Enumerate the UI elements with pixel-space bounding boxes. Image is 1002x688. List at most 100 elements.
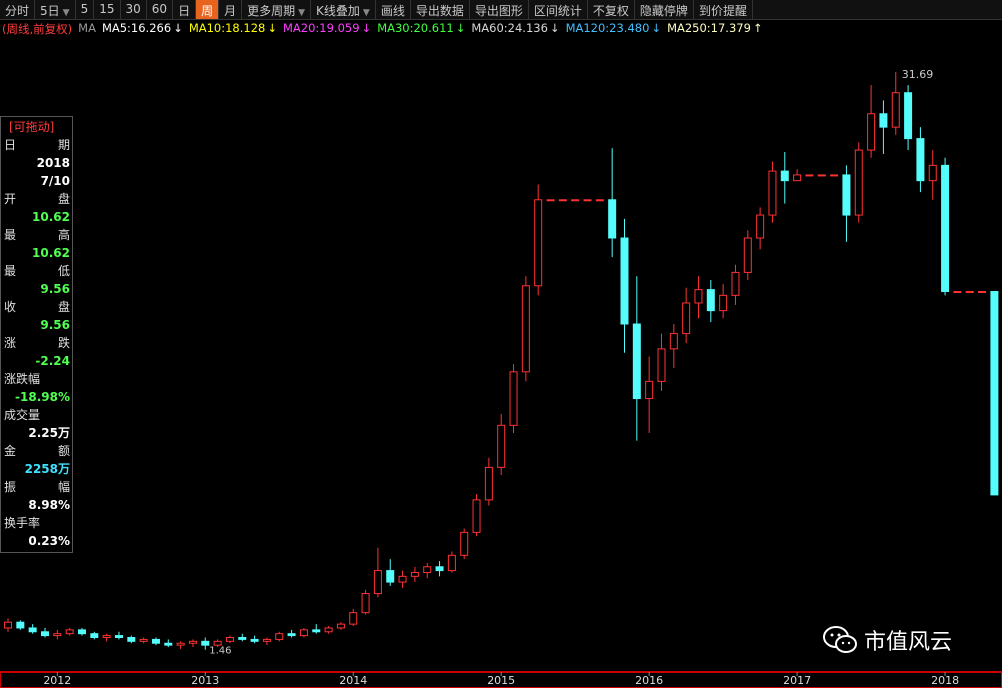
toolbar-item[interactable]: 到价提醒 bbox=[694, 0, 753, 19]
toolbar-item[interactable]: 5日 ▼ bbox=[35, 0, 76, 19]
toolbar-label: 30 bbox=[125, 2, 141, 16]
toolbar-label: 更多周期 bbox=[247, 4, 296, 18]
toolbar-item[interactable]: 30 bbox=[121, 0, 147, 19]
candle-body bbox=[879, 113, 888, 128]
toolbar-item[interactable]: 不复权 bbox=[588, 0, 635, 19]
candle-body bbox=[65, 629, 74, 635]
x-tick-label: 2014 bbox=[339, 674, 367, 687]
candle-body bbox=[201, 640, 210, 646]
candle-body bbox=[386, 570, 395, 583]
candle-body bbox=[53, 633, 62, 637]
ma-trend: ↑ bbox=[752, 21, 763, 35]
toolbar-label: 15 bbox=[99, 2, 115, 16]
candle-body bbox=[990, 291, 999, 496]
toolbar-item[interactable]: 月 bbox=[219, 0, 243, 19]
toolbar-item[interactable]: 15 bbox=[94, 0, 121, 19]
toolbar-item[interactable]: 周 bbox=[196, 0, 220, 19]
toolbar-label: 到价提醒 bbox=[698, 4, 747, 18]
toolbar-item[interactable]: 分时 bbox=[0, 0, 36, 19]
candle-body bbox=[583, 199, 592, 202]
candle-body bbox=[546, 199, 555, 202]
ma-item: MA250:17.379 ↑ bbox=[667, 21, 763, 37]
watermark-text: 市值风云 bbox=[864, 630, 953, 655]
candle-body bbox=[867, 113, 876, 151]
candle-body bbox=[472, 499, 481, 533]
x-tick-label: 2012 bbox=[43, 674, 71, 687]
candle-body bbox=[28, 627, 37, 633]
toolbar-item[interactable]: 区间统计 bbox=[529, 0, 588, 19]
candle-body bbox=[657, 348, 666, 382]
ma-trend: ↓ bbox=[549, 21, 560, 35]
candle-body bbox=[731, 271, 740, 296]
candle-body bbox=[521, 285, 530, 373]
candle-body bbox=[509, 371, 518, 426]
dropdown-arrow: ▼ bbox=[62, 8, 70, 18]
panel-value: 2258万 bbox=[24, 462, 70, 476]
panel-value: -18.98% bbox=[15, 390, 70, 404]
candle-body bbox=[410, 572, 419, 577]
candle-body bbox=[250, 638, 259, 642]
ma-legend: (周线,前复权) MA MA5:16.266 ↓ MA10:18.128 ↓ MA20:… bbox=[2, 21, 763, 37]
toolbar-item[interactable]: 5 bbox=[76, 0, 95, 19]
toolbar-label: 画线 bbox=[380, 4, 405, 18]
toolbar-item[interactable]: 60 bbox=[147, 0, 174, 19]
panel-value: 10.62 bbox=[32, 246, 70, 260]
panel-label: 开 盘 bbox=[4, 192, 70, 206]
candle-body bbox=[632, 323, 641, 400]
panel-value: 8.98% bbox=[28, 498, 70, 512]
toolbar-label: 日 bbox=[178, 4, 191, 18]
toolbar-item[interactable]: 隐藏停牌 bbox=[635, 0, 694, 19]
toolbar-item[interactable]: 日 bbox=[173, 0, 197, 19]
ma-text: MA20:19.059 bbox=[283, 21, 360, 35]
candle-body bbox=[460, 531, 469, 556]
candle-body bbox=[299, 629, 308, 637]
candle-body bbox=[176, 642, 185, 646]
panel-label: 涨 跌 bbox=[4, 336, 70, 350]
toolbar-label: 导出图形 bbox=[474, 4, 523, 18]
candle-body bbox=[40, 631, 49, 637]
panel-value: 9.56 bbox=[40, 318, 70, 332]
candle-body bbox=[312, 629, 321, 633]
candle-body bbox=[682, 302, 691, 335]
watermark: 市值风云 bbox=[822, 624, 952, 656]
candle-body bbox=[928, 164, 937, 182]
ma-text: MA250:17.379 bbox=[667, 21, 751, 35]
candle-body bbox=[595, 199, 604, 202]
ma-item: MA120:23.480 ↓ bbox=[566, 21, 662, 37]
candle-body bbox=[817, 174, 826, 177]
toolbar-label: 分时 bbox=[5, 4, 30, 18]
candle-body bbox=[435, 566, 444, 572]
toolbar-item[interactable]: 更多周期 ▼ bbox=[242, 0, 312, 19]
candle-body bbox=[164, 642, 173, 646]
ma-item: MA30:20.611 ↓ bbox=[377, 21, 465, 37]
candle-body bbox=[891, 92, 900, 128]
candle-body bbox=[558, 199, 567, 202]
candle-body bbox=[534, 199, 543, 287]
candle-body bbox=[768, 170, 777, 216]
x-tick-label: 2018 bbox=[931, 674, 959, 687]
candle-body bbox=[90, 633, 99, 639]
info-panel[interactable]: [可拖动] 日 期 2018 7/10 开 盘 10.62 最 高 10.62 最 低 9.56… bbox=[0, 116, 73, 553]
panel-label: 最 高 bbox=[4, 228, 70, 242]
x-tick-label: 2013 bbox=[191, 674, 219, 687]
candle-body bbox=[904, 92, 913, 140]
toolbar-item[interactable]: K线叠加 ▼ bbox=[311, 0, 376, 19]
candle-body bbox=[77, 629, 86, 635]
toolbar-label: 5 bbox=[80, 2, 89, 16]
candle-body bbox=[238, 637, 247, 640]
toolbar-item[interactable]: 导出数据 bbox=[411, 0, 470, 19]
toolbar-item[interactable]: 导出图形 bbox=[470, 0, 529, 19]
wechat-icon bbox=[823, 626, 857, 653]
panel-label: 振 幅 bbox=[4, 480, 70, 494]
panel-value: 7/10 bbox=[40, 174, 70, 188]
candle-body bbox=[497, 424, 506, 468]
candle-body bbox=[361, 593, 370, 614]
candle-body bbox=[916, 138, 925, 182]
toolbar-item[interactable]: 画线 bbox=[376, 0, 411, 19]
panel-label: 最 低 bbox=[4, 264, 70, 278]
candle-body bbox=[780, 170, 789, 182]
ma-text: MA30:20.611 bbox=[377, 21, 454, 35]
max-label: 31.69 bbox=[902, 68, 934, 81]
candle-body bbox=[608, 199, 617, 239]
